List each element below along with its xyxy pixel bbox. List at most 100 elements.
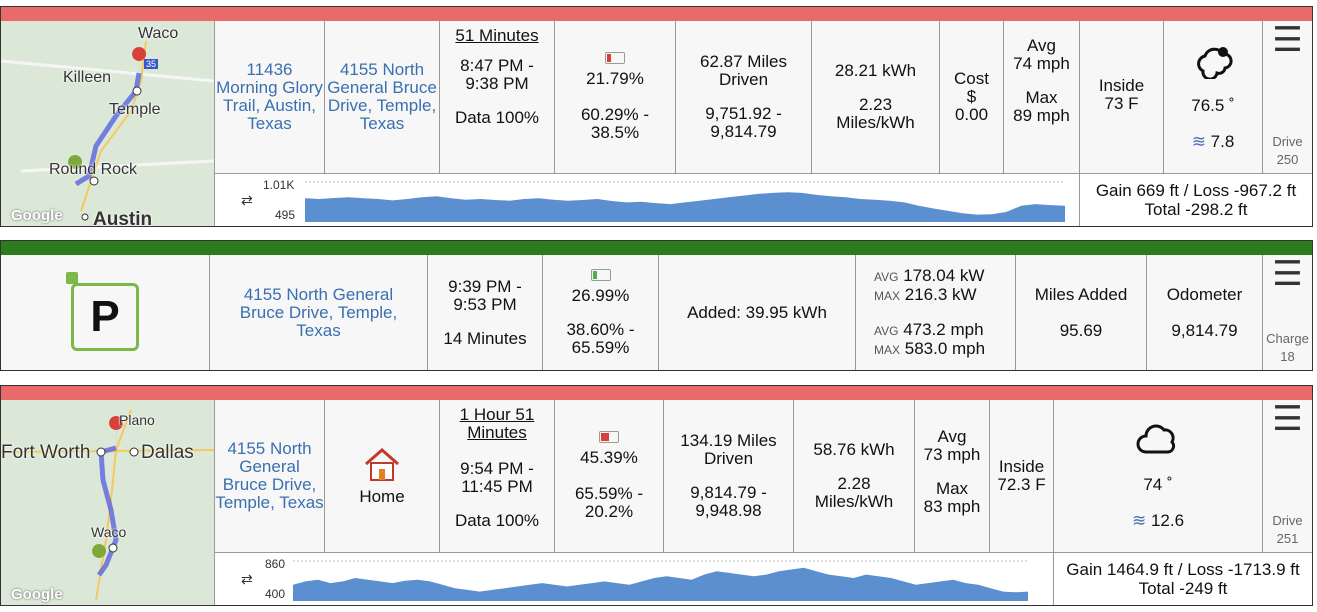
wind-speed: 7.8 — [1210, 132, 1235, 151]
cost-value: 0.00 — [954, 105, 989, 124]
parking-glyph: P — [90, 291, 120, 341]
drive-num: 251 — [1276, 531, 1299, 546]
elevation-chart: 1.01K 495 ⇄ — [214, 173, 1079, 226]
drive-to-address[interactable]: 4155 North General Bruce Drive, Temple, … — [324, 21, 439, 173]
efficiency: 2.28 Miles/kWh — [814, 474, 894, 511]
charge-location[interactable]: 4155 North General Bruce Drive, Temple, … — [209, 255, 427, 370]
odometer-label: Odometer — [1166, 284, 1243, 304]
wind-row: ≋ 12.6 — [1132, 512, 1184, 530]
drive-status-bar — [1, 386, 1312, 400]
elev-total: Total -298.2 ft — [1144, 200, 1248, 219]
battery-range: 60.29% - 38.5% — [580, 105, 650, 142]
drive-time-range: 9:54 PM - 11:45 PM — [460, 459, 534, 496]
drive-cost-cell: Cost $ 0.00 — [939, 21, 1003, 173]
plug-icon — [66, 271, 78, 284]
max-label: MAX — [874, 288, 901, 303]
drive-weather-cell: 76.5 ˚ ≋ 7.8 — [1163, 21, 1262, 173]
avg-label: Avg — [937, 427, 967, 446]
drive-energy-cell: 58.76 kWh 2.28 Miles/kWh — [793, 400, 914, 552]
drive-speed-cell: Avg 73 mph Max 83 mph — [914, 400, 989, 552]
drive-from-link[interactable]: 4155 North General Bruce Drive, Temple, … — [215, 439, 324, 512]
map-label-round-rock: Round Rock — [49, 161, 138, 178]
charge-battery-cell: 26.99% 38.60% - 65.59% — [542, 255, 658, 370]
max-rate-row: MAX 583.0 mph — [874, 338, 986, 359]
inside-label: Inside — [998, 457, 1045, 476]
map-label-fort-worth: Fort Worth — [1, 442, 91, 463]
drive-time-cell: 1 Hour 51 Minutes 9:54 PM - 11:45 PM Dat… — [439, 400, 554, 552]
avg-label: AVG — [874, 323, 899, 338]
miles-added-label: Miles Added — [1034, 284, 1128, 304]
odometer-cell: Odometer 9,814.79 — [1146, 255, 1262, 370]
map-label-killeen: Killeen — [63, 69, 112, 86]
drive-data-pct: Data 100% — [454, 511, 540, 530]
map-label-dallas: Dallas — [141, 442, 194, 463]
elevation-summary: Gain 669 ft / Loss -967.2 ft Total -298.… — [1079, 173, 1312, 226]
outside-temp: 74 ˚ — [1143, 475, 1173, 494]
drive-to-link[interactable]: 4155 North General Bruce Drive, Temple, … — [327, 60, 437, 133]
max-label: Max — [935, 479, 969, 498]
charge-card-18: P 4155 North General Bruce Drive, Temple… — [0, 240, 1313, 371]
elev-low-label: 400 — [265, 587, 286, 601]
route-map[interactable]: Waco Killeen Temple Round Rock Austin 35… — [1, 21, 214, 226]
drive-to-link[interactable]: Home — [359, 487, 405, 506]
gain-loss: Gain 1464.9 ft / Loss -1713.9 ft — [1066, 560, 1300, 579]
drive-weather-cell: 74 ˚ ≋ 12.6 — [1053, 400, 1262, 552]
cost-currency: $ — [966, 87, 977, 106]
swap-icon[interactable]: ⇄ — [241, 192, 253, 208]
miles-driven: 134.19 Miles Driven — [680, 431, 777, 468]
drive-from-link[interactable]: 11436 Morning Glory Trail, Austin, Texas — [216, 60, 323, 133]
drive-to-address[interactable]: Home — [324, 400, 439, 552]
avg-label: AVG — [874, 269, 899, 284]
route-map[interactable]: Plano Fort Worth Dallas Waco Google — [1, 400, 214, 605]
drive-inside-cell: Inside 73 F — [1079, 21, 1163, 173]
google-logo: Google — [11, 207, 63, 224]
drive-number: Drive 251 — [1272, 512, 1302, 548]
charge-location-link[interactable]: 4155 North General Bruce Drive, Temple, … — [239, 284, 398, 340]
charge-time-cell: 9:39 PM - 9:53 PM 14 Minutes — [427, 255, 542, 370]
avg-speed: 74 mph — [1013, 54, 1070, 73]
partly-cloudy-icon — [1197, 47, 1233, 79]
drive-distance-cell: 134.19 Miles Driven 9,814.79 - 9,948.98 — [663, 400, 793, 552]
home-icon — [365, 448, 399, 481]
battery-used: 45.39% — [580, 448, 638, 467]
drive-speed-cell: Avg 74 mph Max 89 mph — [1003, 21, 1079, 173]
drive-time-cell: 51 Minutes 8:47 PM - 9:38 PM Data 100% — [439, 21, 554, 173]
miles-added-cell: Miles Added 95.69 — [1015, 255, 1146, 370]
max-rate: 583.0 mph — [904, 338, 986, 358]
drive-duration[interactable]: 51 Minutes — [455, 26, 539, 45]
energy-used: 58.76 kWh — [813, 440, 895, 459]
drive-inside-cell: Inside 72.3 F — [989, 400, 1053, 552]
drive-duration[interactable]: 1 Hour 51 Minutes — [459, 405, 535, 442]
battery-added: 26.99% — [571, 285, 630, 305]
drive-time-range: 8:47 PM - 9:38 PM — [460, 56, 534, 93]
drive-from-address[interactable]: 11436 Morning Glory Trail, Austin, Texas — [214, 21, 324, 173]
avg-rate: 473.2 mph — [903, 319, 984, 339]
odometer-value: 9,814.79 — [1171, 320, 1238, 340]
charge-num: 18 — [1280, 349, 1295, 364]
battery-icon — [599, 431, 619, 443]
battery-used: 21.79% — [586, 69, 644, 88]
swap-icon[interactable]: ⇄ — [241, 571, 253, 587]
charge-power-cell: AVG 178.04 kW MAX 216.3 kW AVG 473.2 mph… — [855, 255, 1015, 370]
hamburger-menu-icon[interactable]: ☰ — [1272, 400, 1303, 438]
highway-shield: 35 — [144, 59, 159, 69]
energy-used: 28.21 kWh — [834, 61, 917, 80]
drive-number: Drive 250 — [1272, 133, 1302, 169]
drive-menu-cell: ☰ Drive 251 — [1262, 400, 1312, 552]
max-speed: 83 mph — [923, 497, 981, 516]
odometer-range: 9,751.92 - 9,814.79 — [705, 104, 782, 141]
cost-label: Cost — [954, 69, 989, 88]
drive-menu-cell: ☰ Drive 250 — [1262, 21, 1312, 173]
drive-from-address[interactable]: 4155 North General Bruce Drive, Temple, … — [214, 400, 324, 552]
avg-power: 178.04 kW — [903, 265, 985, 285]
drive-card-250: Waco Killeen Temple Round Rock Austin 35… — [0, 6, 1313, 227]
max-label: Max — [1025, 88, 1058, 107]
hamburger-menu-icon[interactable]: ☰ — [1272, 255, 1303, 293]
parking-charger-icon: P — [66, 271, 139, 351]
elevation-profile — [305, 181, 1065, 222]
hamburger-menu-icon[interactable]: ☰ — [1272, 21, 1303, 59]
drive-battery-cell: 45.39% 65.59% - 20.2% — [554, 400, 663, 552]
elevation-profile — [293, 560, 1028, 601]
gain-loss: Gain 669 ft / Loss -967.2 ft — [1095, 181, 1297, 200]
charge-duration: 14 Minutes — [443, 328, 527, 348]
